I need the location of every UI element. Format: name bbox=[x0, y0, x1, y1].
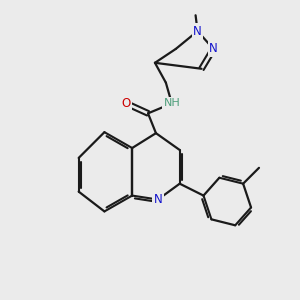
Text: N: N bbox=[154, 193, 162, 206]
Text: N: N bbox=[209, 42, 218, 56]
Text: NH: NH bbox=[164, 98, 180, 108]
Text: O: O bbox=[122, 97, 131, 110]
Text: N: N bbox=[193, 25, 202, 38]
